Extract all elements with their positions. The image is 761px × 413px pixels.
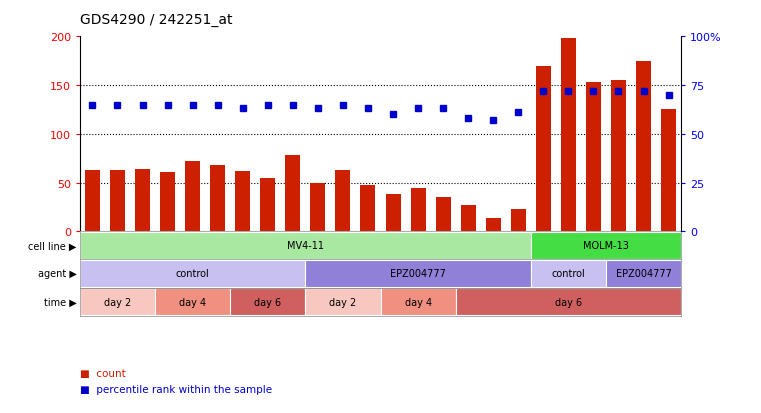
Bar — [531, 260, 606, 287]
Text: day 2: day 2 — [103, 297, 131, 307]
Bar — [260, 178, 275, 232]
Text: day 4: day 4 — [179, 297, 206, 307]
Bar — [235, 171, 250, 232]
Bar — [160, 172, 175, 232]
Bar — [80, 232, 531, 259]
Bar — [411, 189, 425, 232]
Bar — [586, 83, 601, 232]
Bar — [435, 198, 451, 232]
Bar — [80, 288, 155, 316]
Bar — [386, 195, 400, 232]
Text: GDS4290 / 242251_at: GDS4290 / 242251_at — [80, 13, 232, 27]
Bar — [305, 260, 531, 287]
Text: control: control — [176, 269, 209, 279]
Text: agent ▶: agent ▶ — [38, 269, 77, 279]
Bar — [460, 205, 476, 232]
Bar — [155, 288, 231, 316]
Text: EPZ004777: EPZ004777 — [390, 269, 446, 279]
Text: day 6: day 6 — [254, 297, 282, 307]
Bar — [486, 218, 501, 232]
Bar — [285, 156, 301, 232]
Bar — [606, 260, 681, 287]
Text: day 6: day 6 — [555, 297, 582, 307]
Text: time ▶: time ▶ — [44, 297, 77, 307]
Bar — [336, 171, 350, 232]
Bar — [135, 169, 150, 232]
Bar — [536, 66, 551, 232]
Text: ■  count: ■ count — [80, 368, 126, 378]
Bar — [611, 81, 626, 232]
Bar — [310, 183, 326, 232]
Text: ■  percentile rank within the sample: ■ percentile rank within the sample — [80, 385, 272, 394]
Bar — [661, 110, 676, 232]
Bar — [80, 260, 305, 287]
Text: day 4: day 4 — [405, 297, 431, 307]
Text: MV4-11: MV4-11 — [287, 241, 324, 251]
Bar — [230, 288, 305, 316]
Bar — [85, 171, 100, 232]
Bar — [531, 232, 681, 259]
Text: cell line ▶: cell line ▶ — [28, 241, 77, 251]
Bar — [456, 288, 681, 316]
Bar — [511, 209, 526, 232]
Bar — [110, 171, 125, 232]
Text: MOLM-13: MOLM-13 — [583, 241, 629, 251]
Bar — [185, 161, 200, 232]
Text: day 2: day 2 — [330, 297, 357, 307]
Bar — [636, 62, 651, 232]
Text: EPZ004777: EPZ004777 — [616, 269, 671, 279]
Bar — [210, 166, 225, 232]
Bar — [361, 186, 375, 232]
Bar — [305, 288, 380, 316]
Text: control: control — [552, 269, 585, 279]
Bar — [561, 39, 576, 232]
Bar — [380, 288, 456, 316]
